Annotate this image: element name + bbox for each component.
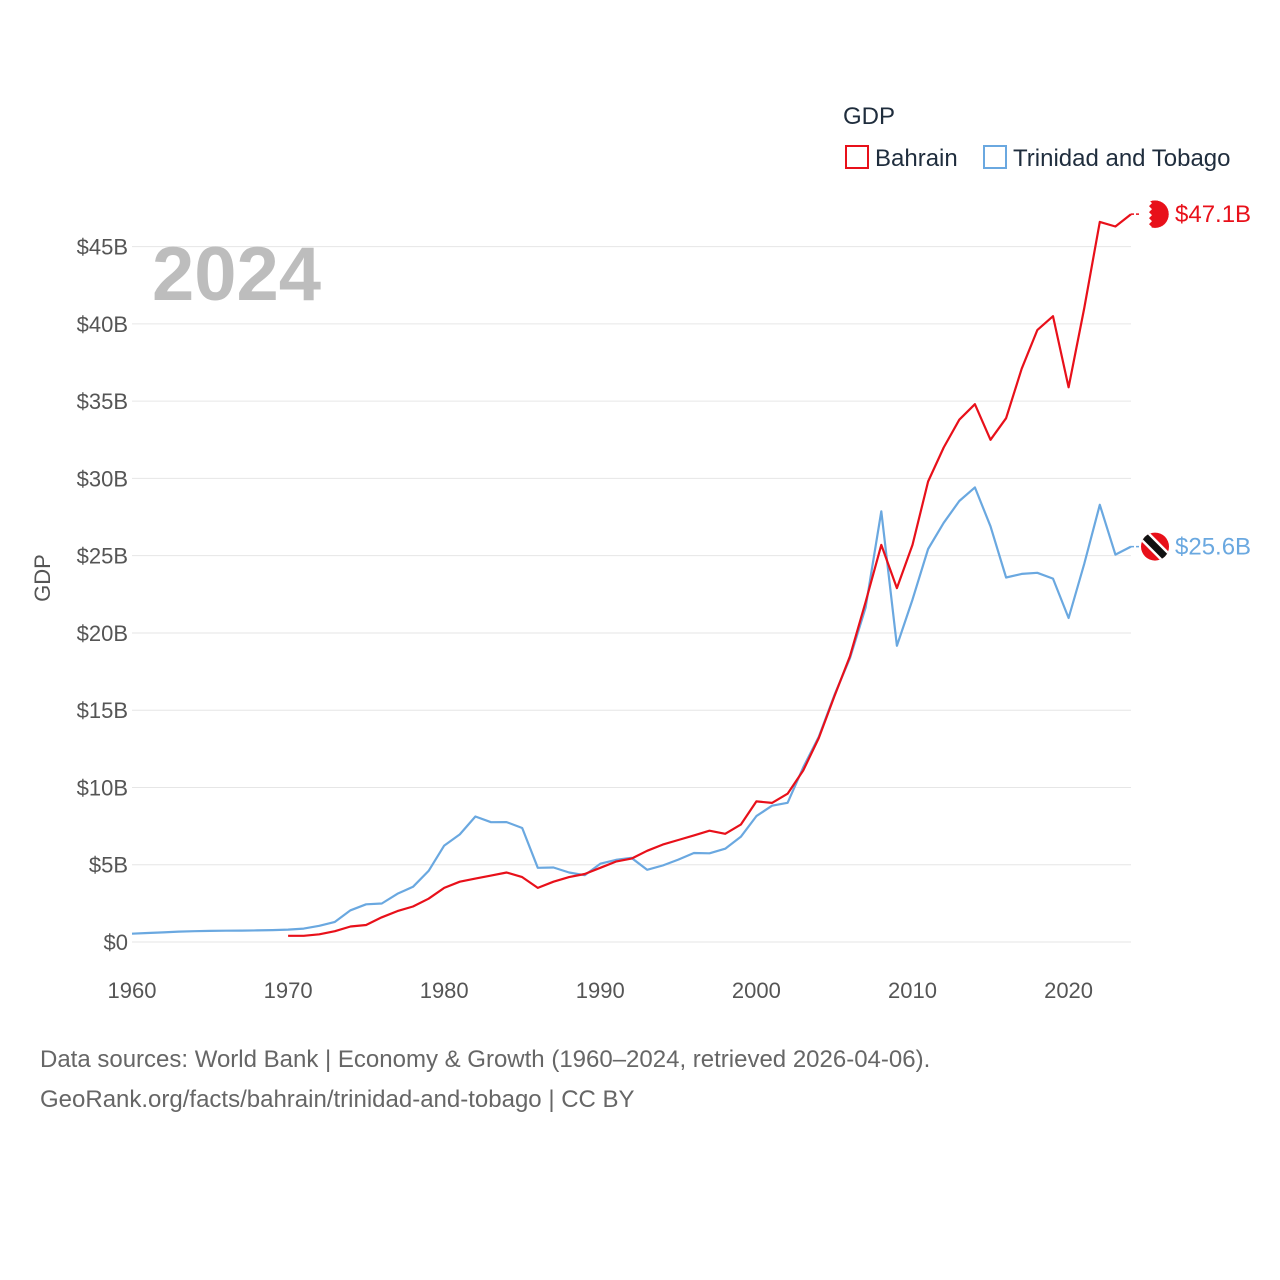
y-tick-label: $20B xyxy=(77,621,128,646)
y-tick-label: $15B xyxy=(77,698,128,723)
year-watermark: 2024 xyxy=(152,232,321,317)
x-axis-ticks: 1960 1970 1980 1990 2000 2010 2020 xyxy=(108,978,1094,1003)
footer-link[interactable]: GeoRank.org/facts/bahrain/trinidad-and-t… xyxy=(40,1086,635,1113)
trinidad-flag-icon xyxy=(1141,532,1169,561)
y-tick-label: $35B xyxy=(77,389,128,414)
y-tick-label: $0 xyxy=(104,930,128,955)
x-tick-label: 2000 xyxy=(732,978,781,1003)
footer-sources: Data sources: World Bank | Economy & Gro… xyxy=(40,1046,931,1073)
y-tick-label: $5B xyxy=(89,853,128,878)
x-tick-label: 2010 xyxy=(888,978,937,1003)
end-value-label-bahrain: $47.1B xyxy=(1175,201,1251,228)
legend-swatch-bahrain[interactable] xyxy=(845,145,869,169)
y-axis-ticks: $0 $5B $10B $15B $20B $25B $30B $35B $40B $45B xyxy=(77,235,128,955)
y-tick-label: $30B xyxy=(77,466,128,491)
x-tick-label: 1990 xyxy=(576,978,625,1003)
x-tick-label: 2020 xyxy=(1044,978,1093,1003)
x-tick-label: 1970 xyxy=(264,978,313,1003)
legend-title: GDP xyxy=(843,103,895,130)
legend: GDP Bahrain Trinidad and Tobago xyxy=(843,103,1231,172)
y-tick-label: $40B xyxy=(77,312,128,337)
legend-label-trinidad[interactable]: Trinidad and Tobago xyxy=(1013,145,1231,172)
footer: Data sources: World Bank | Economy & Gro… xyxy=(40,1040,1240,1120)
series-lines xyxy=(131,213,1141,937)
y-axis-title: GDP xyxy=(30,554,55,602)
series-line-bahrain[interactable] xyxy=(288,213,1132,937)
x-tick-label: 1980 xyxy=(420,978,469,1003)
gdp-line-chart: $0 $5B $10B $15B $20B $25B $30B $35B $40B $45B 19… xyxy=(30,103,1251,1003)
bahrain-flag-icon xyxy=(1140,199,1170,229)
x-tick-label: 1960 xyxy=(108,978,157,1003)
grid-lines xyxy=(132,246,1131,943)
series-end-markers xyxy=(1140,199,1170,561)
y-tick-label: $25B xyxy=(77,544,128,569)
y-tick-label: $45B xyxy=(77,235,128,260)
series-end-labels: $25.6B $47.1B xyxy=(1175,201,1251,560)
legend-label-bahrain[interactable]: Bahrain xyxy=(875,145,958,172)
legend-swatch-trinidad[interactable] xyxy=(983,145,1007,169)
y-tick-label: $10B xyxy=(77,775,128,800)
end-value-label-trinidad: $25.6B xyxy=(1175,534,1251,561)
